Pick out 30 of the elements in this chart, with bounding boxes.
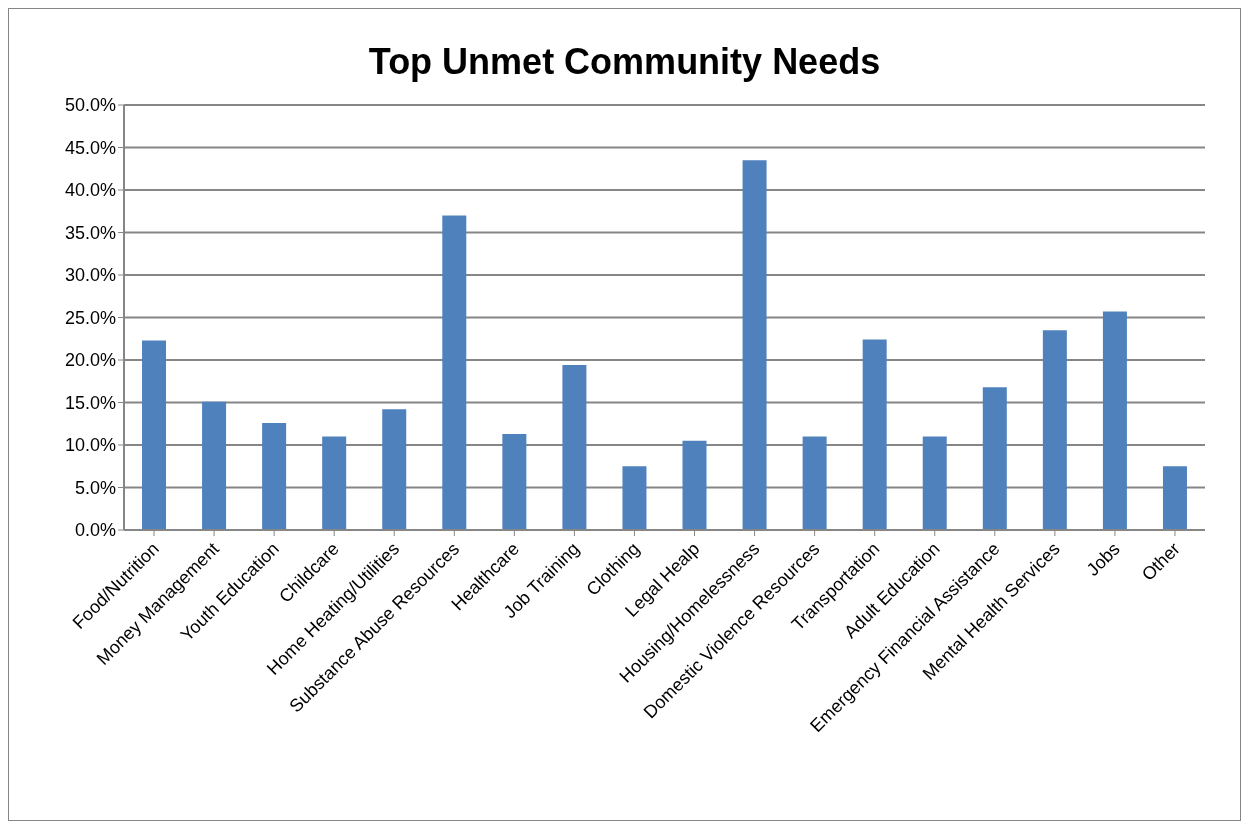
bar <box>1102 311 1127 530</box>
y-tick-label: 40.0% <box>64 180 116 201</box>
y-tick-label: 35.0% <box>64 222 116 243</box>
bar <box>202 401 227 530</box>
y-tick-label: 20.0% <box>64 350 116 371</box>
bar <box>1042 330 1067 530</box>
bar <box>502 433 527 530</box>
y-tick-label: 10.0% <box>64 435 116 456</box>
bar <box>802 436 827 530</box>
bar <box>382 409 407 530</box>
y-tick-label: 15.0% <box>64 392 116 413</box>
bar <box>322 436 347 530</box>
bar <box>982 387 1007 530</box>
bar <box>262 422 287 530</box>
bar <box>862 339 887 530</box>
y-tick-label: 5.0% <box>74 477 116 498</box>
bar <box>142 340 167 530</box>
bar <box>1162 466 1187 530</box>
bar <box>622 466 647 530</box>
bar <box>682 440 707 530</box>
bar <box>562 365 587 530</box>
y-tick-label: 0.0% <box>74 520 116 541</box>
y-tick-label: 45.0% <box>64 137 116 158</box>
bar <box>442 215 467 530</box>
bar <box>922 436 947 530</box>
y-tick-label: 30.0% <box>64 265 116 286</box>
bar <box>742 160 767 530</box>
y-tick-label: 25.0% <box>64 307 116 328</box>
y-tick-label: 50.0% <box>64 95 116 116</box>
chart-title: Top Unmet Community Needs <box>367 40 882 82</box>
